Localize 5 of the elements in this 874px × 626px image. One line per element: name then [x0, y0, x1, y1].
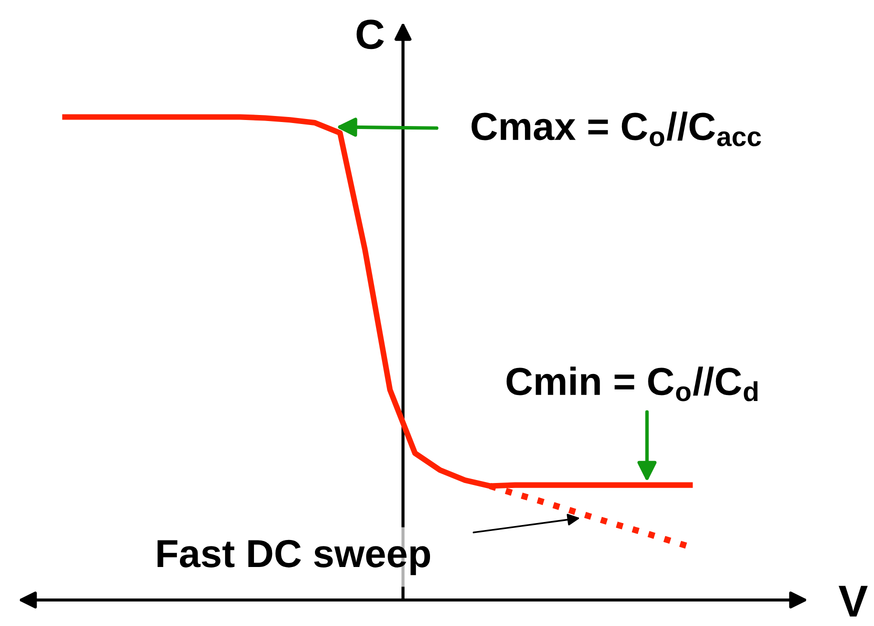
y-axis-title: C: [356, 20, 384, 50]
annotation: Cmin = C$_{o}$//C$_{d}$: [506, 366, 758, 402]
annotation: Cmax = C$_{o}$//C$_{acc}$: [472, 112, 762, 146]
x-axis-title: V: [838, 586, 868, 616]
annotation: Fast DC sweep: [158, 540, 430, 576]
